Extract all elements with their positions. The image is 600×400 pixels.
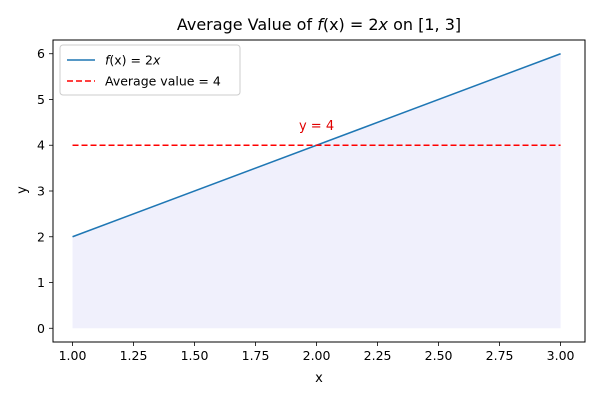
x-tick-label: 1.25 [120, 348, 148, 363]
title-func: f [317, 15, 325, 34]
x-tick-label: 1.75 [242, 348, 270, 363]
x-axis-label: x [315, 371, 323, 386]
y-tick-label: 2 [37, 229, 45, 244]
area-under-curve [72, 53, 561, 329]
legend: f(x) = 2x Average value = 4 [59, 44, 241, 96]
x-tick-label: 2.00 [303, 348, 331, 363]
y-axis-label: y [15, 186, 30, 194]
legend-box [59, 44, 241, 96]
y-tick-label: 5 [37, 92, 45, 107]
x-tick-label: 2.25 [364, 348, 392, 363]
y-ticks: 0 1 2 3 4 5 6 [37, 46, 53, 336]
legend-label-function: f(x) = 2x [105, 53, 161, 68]
title-prefix: Average Value of [177, 15, 317, 34]
x-tick-label: 1.50 [181, 348, 209, 363]
title-var: x [378, 15, 389, 34]
y-tick-label: 4 [37, 138, 45, 153]
fill-layer [72, 53, 561, 329]
title-suffix: on [1, 3] [388, 15, 461, 34]
x-tick-label: 2.50 [425, 348, 453, 363]
title-arg: (x) = 2 [323, 15, 379, 34]
x-tick-label: 3.00 [547, 348, 575, 363]
average-annotation: y = 4 [299, 119, 334, 134]
y-tick-label: 0 [37, 321, 45, 336]
legend-var: x [152, 53, 161, 68]
y-tick-label: 1 [37, 275, 45, 290]
x-ticks: 1.00 1.25 1.50 1.75 2.00 2.25 2.50 2.75 3.00 [59, 342, 575, 363]
series-layer [72, 52, 561, 238]
chart-title: Average Value of f(x) = 2x on [1, 3] [177, 15, 461, 34]
y-tick-label: 3 [37, 184, 45, 199]
x-tick-label: 2.75 [486, 348, 514, 363]
x-tick-label: 1.00 [59, 348, 87, 363]
y-tick-label: 6 [37, 46, 45, 61]
legend-label-average: Average value = 4 [105, 74, 221, 89]
legend-func: f [105, 53, 111, 68]
legend-arg: (x) = 2 [109, 53, 153, 68]
